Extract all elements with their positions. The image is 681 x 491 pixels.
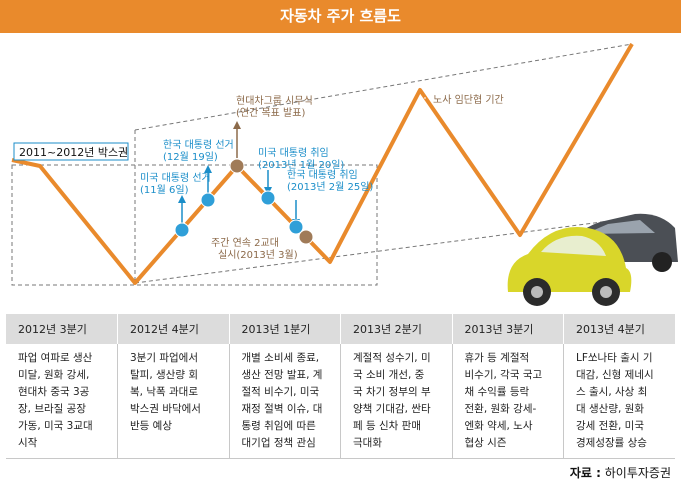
source-label: 자료 : bbox=[569, 466, 601, 480]
korea-election-dot bbox=[200, 192, 216, 208]
cell-line: 국 소비 개선, 중 bbox=[353, 369, 425, 381]
korea-inauguration-dot bbox=[288, 219, 304, 235]
cell-line: 미달, 원화 강세, bbox=[18, 369, 90, 381]
cell-line: 개별 소비세 종료, bbox=[241, 352, 320, 364]
cell-line: 통령 취임에 따른 bbox=[241, 420, 316, 432]
price-flow-line bbox=[11, 42, 634, 285]
us-inauguration-dot bbox=[260, 190, 276, 206]
cell-line: 강세 전환, 미국 bbox=[576, 420, 644, 432]
cell-line: 반등 예상 bbox=[130, 420, 172, 432]
cell-line: 대감, 신형 제네시 bbox=[576, 369, 654, 381]
box-range-label: 2011~2012년 박스권 bbox=[19, 146, 128, 159]
kickoff-arrow-head bbox=[233, 121, 241, 129]
cell-line: 재정 절벽 이슈, 대 bbox=[241, 403, 323, 415]
us-election-label-1: 미국 대통령 선거 bbox=[140, 172, 211, 184]
kickoff-dot bbox=[229, 158, 245, 174]
korea-inauguration-label-1: 한국 대통령 취임 bbox=[287, 168, 358, 181]
cell-line: 협상 시즌 bbox=[464, 437, 507, 449]
korea-election-label-1: 한국 대통령 선거 bbox=[163, 139, 234, 151]
cell-line: 극대화 bbox=[353, 437, 382, 449]
cell-line: 절적 비수기, 미국 bbox=[241, 386, 320, 398]
us-inauguration-label-2: (2013년 1월 20일) bbox=[258, 159, 344, 171]
cell-line: 생산 전망 발표, 계 bbox=[241, 369, 323, 381]
cell-line: 3분기 파업에서 bbox=[130, 352, 198, 364]
quarter-cell: 계절적 성수기, 미 국 소비 개선, 중 국 차기 정부의 부 양책 기대감,… bbox=[340, 344, 452, 459]
two-shift-label-1: 주간 연속 2교대 bbox=[211, 237, 279, 249]
us-election-label-2: (11월 6일) bbox=[140, 184, 189, 196]
quarter-cell: LF쏘나타 출시 기 대감, 신형 제네시 스 출시, 사상 최 대 생산량, … bbox=[563, 344, 675, 459]
cell-line: 페 등 신차 판매 bbox=[353, 420, 421, 432]
cell-line: 채 수익률 등락 bbox=[464, 386, 530, 398]
cell-line: 경제성장률 상승 bbox=[576, 437, 647, 449]
kickoff-label-1: 현대차그룹 시무식 bbox=[236, 95, 313, 107]
cell-line: 장, 브라질 공장 bbox=[18, 403, 86, 415]
korea-election-label-2: (12월 19일) bbox=[163, 151, 218, 163]
stock-flow-diagram: 2011~2012년 박스권 노사 임단협 기간 현대차그룹 시무식 (연간 목… bbox=[11, 42, 678, 306]
cell-line: 국 차기 정부의 부 bbox=[353, 386, 431, 398]
table-row: 파업 여파로 생산 미달, 원화 강세, 현대차 중국 3공 장, 브라질 공장… bbox=[6, 344, 675, 459]
box-range-rect bbox=[11, 164, 378, 286]
cell-line: 박스권 바닥에서 bbox=[130, 403, 201, 415]
two-shift-label-2: 실시(2013년 3월) bbox=[218, 249, 298, 261]
cell-line: 복, 낙폭 과대로 bbox=[130, 386, 198, 398]
two-shift-dot bbox=[298, 229, 314, 245]
cell-line: 시작 bbox=[18, 437, 38, 449]
quarter-header: 2012년 4분기 bbox=[117, 314, 229, 344]
us-election-dot bbox=[174, 222, 190, 238]
source-note: 자료 : 하이투자증권 bbox=[570, 464, 671, 481]
kickoff-label-2: (연간 목표 발표) bbox=[236, 107, 305, 119]
quarterly-outlook-table: 2012년 3분기 2012년 4분기 2013년 1분기 2013년 2분기 … bbox=[6, 314, 675, 459]
quarter-cell: 파업 여파로 생산 미달, 원화 강세, 현대차 중국 3공 장, 브라질 공장… bbox=[6, 344, 118, 459]
source-name: 하이투자증권 bbox=[604, 466, 671, 480]
quarter-header: 2012년 3분기 bbox=[6, 314, 118, 344]
cell-line: 휴가 등 계절적 bbox=[464, 352, 530, 364]
cell-line: 전환, 원화 강세- bbox=[464, 403, 537, 415]
quarter-cell: 3분기 파업에서 탈피, 생산량 회 복, 낙폭 과대로 박스권 바닥에서 반등… bbox=[117, 344, 229, 459]
cell-line: 계절적 성수기, 미 bbox=[353, 352, 431, 364]
cell-line: 대 생산량, 원화 bbox=[576, 403, 644, 415]
box-label-frame bbox=[13, 142, 129, 161]
cell-line: 가동, 미국 3교대 bbox=[18, 420, 93, 432]
cell-line: 대기업 정책 관심 bbox=[241, 437, 316, 449]
quarter-header: 2013년 4분기 bbox=[563, 314, 675, 344]
cell-line: 엔화 약세, 노사 bbox=[464, 420, 533, 432]
cell-line: 양책 기대감, 싼타 bbox=[353, 403, 431, 415]
quarter-cell: 개별 소비세 종료, 생산 전망 발표, 계 절적 비수기, 미국 재정 절벽 … bbox=[228, 344, 341, 459]
quarter-cell: 휴가 등 계절적 비수기, 각국 국고 채 수익률 등락 전환, 원화 강세- … bbox=[451, 344, 564, 459]
korea-inauguration-label-2: (2013년 2월 25일) bbox=[287, 181, 373, 193]
cell-line: 현대차 중국 3공 bbox=[18, 386, 90, 398]
us-inauguration-label-1: 미국 대통령 취임 bbox=[258, 146, 329, 159]
cell-line: 스 출시, 사상 최 bbox=[576, 386, 648, 398]
quarter-header: 2013년 3분기 bbox=[451, 314, 564, 344]
cell-line: 파업 여파로 생산 bbox=[18, 352, 93, 364]
channel-upper-line bbox=[134, 43, 633, 131]
cell-line: 탈피, 생산량 회 bbox=[130, 369, 198, 381]
union-period-label: 노사 임단협 기간 bbox=[433, 93, 504, 106]
quarter-header: 2013년 2분기 bbox=[340, 314, 452, 344]
cars-illustration bbox=[507, 213, 678, 306]
page-title: 자동차 주가 흐름도 bbox=[0, 0, 681, 33]
cell-line: LF쏘나타 출시 기 bbox=[576, 352, 653, 364]
quarter-header: 2013년 1분기 bbox=[228, 314, 341, 344]
table-header-row: 2012년 3분기 2012년 4분기 2013년 1분기 2013년 2분기 … bbox=[6, 314, 675, 344]
cell-line: 비수기, 각국 국고 bbox=[464, 369, 543, 381]
